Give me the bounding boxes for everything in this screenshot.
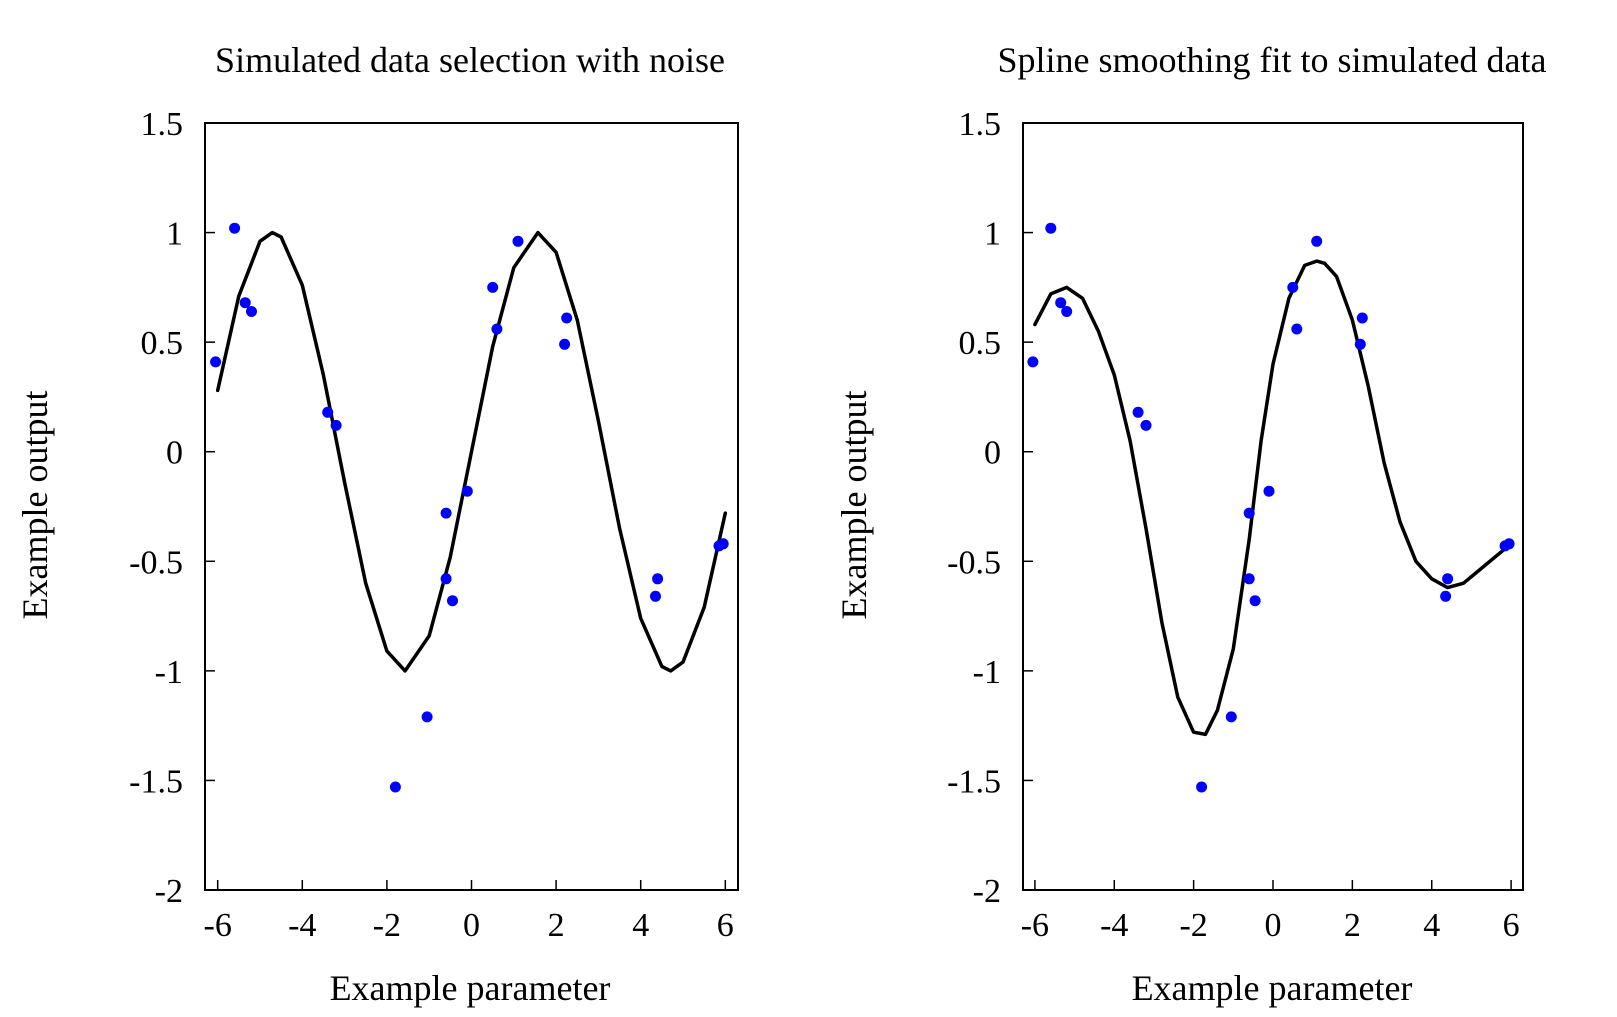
data-point (652, 573, 664, 585)
x-tick-label: 0 (463, 907, 480, 944)
y-tick-label: 1 (166, 216, 183, 253)
data-point (239, 297, 251, 309)
x-tick-label: -4 (288, 907, 316, 944)
data-point (717, 538, 729, 550)
data-point (1291, 323, 1303, 335)
data-point (1045, 222, 1057, 234)
data-point (512, 235, 524, 247)
x-tick-label: 2 (1344, 907, 1361, 944)
x-tick-label: 4 (632, 907, 649, 944)
x-tick-label: -2 (373, 907, 401, 944)
data-point (1225, 711, 1237, 723)
axis-ticks: -6 -4 -2 0 2 4 6 -2 -1.5 -1 -0.5 0 0.5 1 1.5 (129, 106, 734, 944)
data-point (421, 711, 433, 723)
data-point (1196, 781, 1208, 793)
data-marks (210, 222, 729, 793)
series-line (1033, 259, 1513, 737)
data-point (1140, 419, 1152, 431)
data-point (440, 507, 452, 519)
y-tick-label: 0 (166, 435, 183, 472)
y-tick-label: -2 (973, 873, 1001, 910)
x-tick-label: 0 (1265, 907, 1282, 944)
y-tick-label: -1.5 (947, 763, 1001, 800)
data-point (229, 222, 241, 234)
y-tick-label: -1 (155, 654, 183, 691)
x-tick-label: 2 (548, 907, 565, 944)
chart-title: Simulated data selection with noise (215, 40, 725, 80)
data-point (1354, 338, 1366, 350)
x-axis-label: Example parameter (1132, 968, 1413, 1008)
x-tick-label: -6 (1021, 907, 1049, 944)
data-point (561, 312, 573, 324)
x-tick-label: 6 (1503, 907, 1520, 944)
x-tick-label: -6 (204, 907, 232, 944)
y-axis-label: Example output (834, 391, 874, 620)
data-point (246, 306, 257, 317)
data-point (491, 323, 503, 335)
data-point (1132, 406, 1144, 418)
y-tick-label: 0.5 (141, 325, 184, 362)
plot-frame (1022, 122, 1524, 891)
chart-spline-fit: Spline smoothing fit to simulated data E… (834, 40, 1546, 1008)
data-point (1442, 573, 1454, 585)
y-tick-label: -1.5 (129, 763, 183, 800)
y-tick-label: 0 (984, 435, 1001, 472)
data-point (440, 573, 452, 585)
data-point (322, 406, 334, 418)
data-point (1249, 595, 1261, 607)
y-tick-label: 1 (984, 216, 1001, 253)
data-marks (1027, 222, 1515, 793)
y-tick-label: 0.5 (959, 325, 1002, 362)
data-point (1243, 573, 1255, 585)
data-point (447, 595, 458, 607)
axis-ticks: -6 -4 -2 0 2 4 6 -2 -1.5 -1 -0.5 0 0.5 1 1.5 (947, 106, 1519, 944)
series-line (215, 230, 728, 673)
data-point (559, 338, 571, 350)
data-point (389, 781, 401, 793)
x-tick-label: -4 (1100, 907, 1128, 944)
data-point (1287, 281, 1299, 293)
x-axis-label: Example parameter (330, 968, 611, 1008)
chart-simulated-data: Simulated data selection with noise Exam… (15, 40, 739, 1008)
data-point (210, 356, 222, 368)
y-tick-label: 1.5 (141, 106, 184, 143)
data-point (1356, 312, 1368, 324)
x-tick-label: 4 (1423, 907, 1440, 944)
data-point (1055, 297, 1067, 309)
data-point (1243, 507, 1255, 519)
data-point (461, 485, 473, 497)
data-point (487, 281, 499, 293)
y-tick-label: 1.5 (959, 106, 1002, 143)
data-point (1503, 538, 1515, 550)
y-tick-label: -0.5 (129, 544, 183, 581)
y-axis-label: Example output (15, 391, 55, 620)
data-point (330, 419, 342, 431)
x-tick-label: -2 (1179, 907, 1207, 944)
x-tick-label: 6 (717, 907, 734, 944)
y-tick-label: -0.5 (947, 544, 1001, 581)
data-point (1311, 235, 1323, 247)
y-tick-label: -1 (973, 654, 1001, 691)
plot-frame (204, 122, 739, 891)
data-point (1440, 590, 1452, 602)
chart-title: Spline smoothing fit to simulated data (998, 40, 1547, 80)
y-tick-label: -2 (155, 873, 183, 910)
data-point (1061, 306, 1073, 317)
data-point (1027, 356, 1039, 368)
data-point (1263, 485, 1275, 497)
data-point (650, 590, 661, 602)
